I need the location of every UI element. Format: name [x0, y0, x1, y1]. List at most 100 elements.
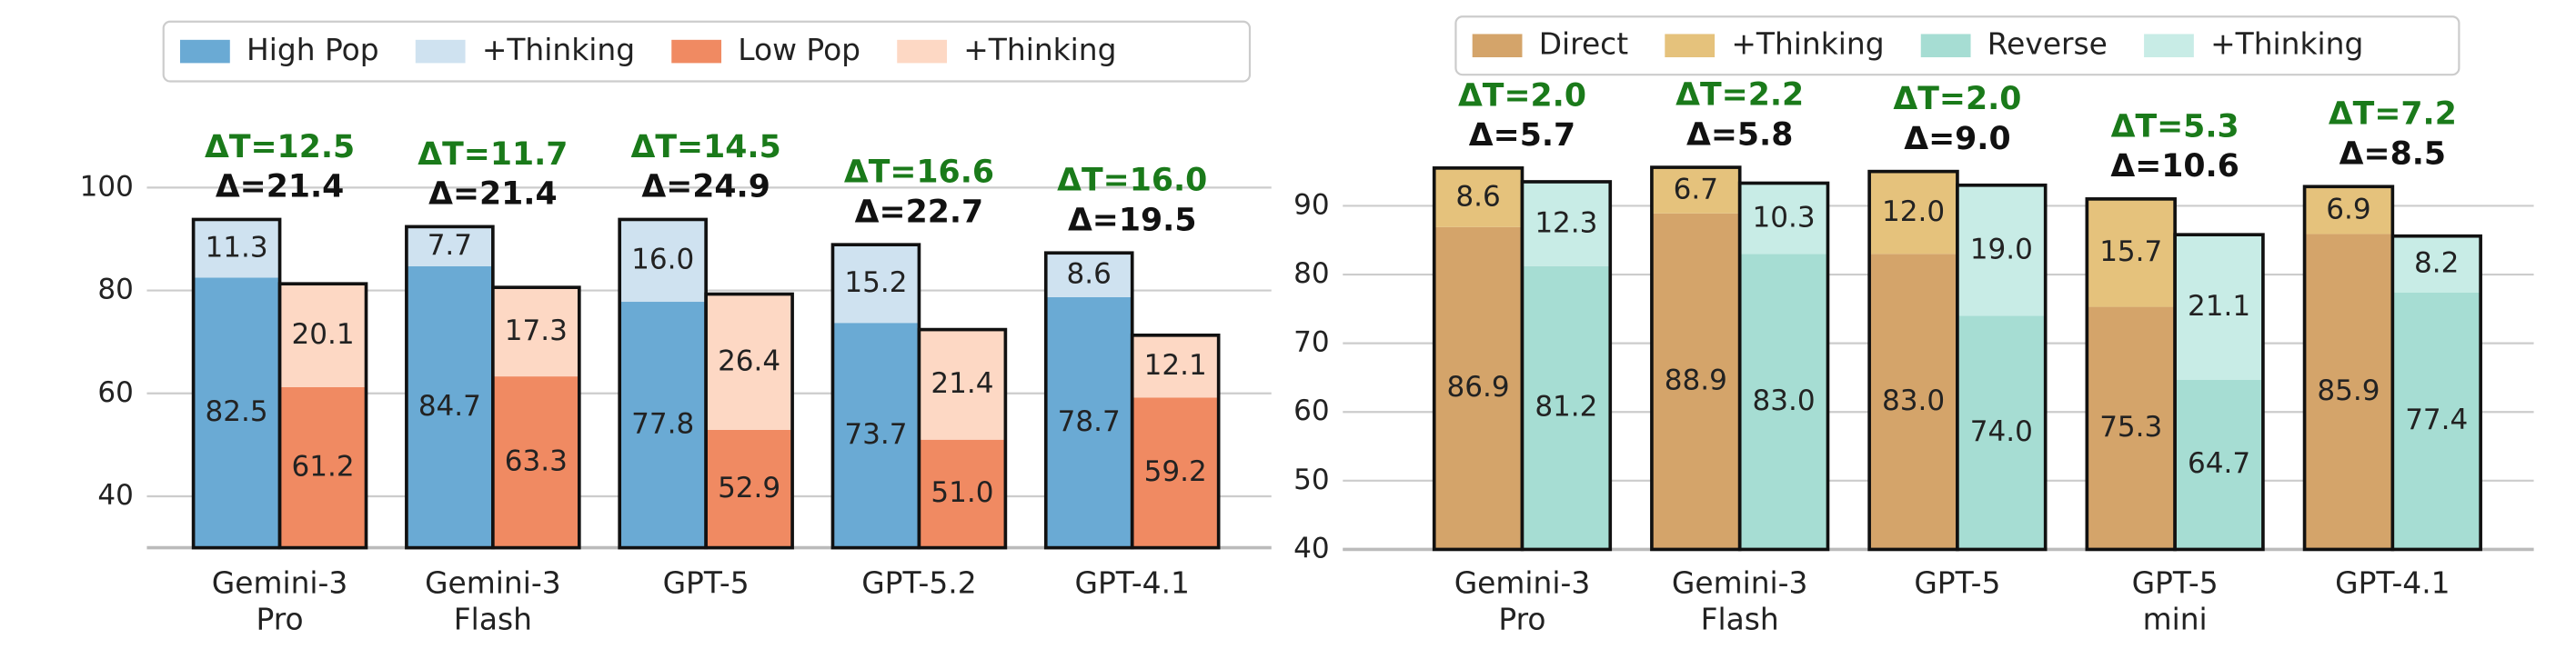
x-tick-label: GPT-5: [2132, 564, 2219, 600]
legend-label: +Thinking: [482, 32, 635, 67]
bar-segment: [1522, 265, 1611, 550]
bar-segment: [1045, 296, 1132, 548]
value-label: 83.0: [1882, 384, 1945, 417]
value-label: 74.0: [1970, 415, 2033, 448]
x-tick-label: GPT-5: [663, 564, 750, 600]
bar-outline: [704, 292, 794, 550]
bar-outline: [917, 327, 1008, 550]
bar-segment: [2392, 235, 2481, 293]
legend-label: +Thinking: [963, 32, 1116, 67]
delta-thinking: ΔT=16.6: [844, 155, 994, 191]
y-tick-label: 60: [97, 376, 134, 409]
bar-outline: [1956, 183, 2048, 552]
value-label: 19.0: [1970, 234, 2033, 266]
value-label: 17.3: [505, 315, 568, 347]
value-label: 12.3: [1535, 206, 1597, 239]
legend-label: +Thinking: [2210, 26, 2363, 62]
legend-swatch: [180, 39, 230, 64]
value-label: 12.0: [1882, 195, 1945, 228]
y-tick-label: 90: [1293, 188, 1330, 221]
bar-segment: [706, 429, 793, 548]
legend-swatch: [671, 39, 722, 64]
value-label: 6.7: [1674, 173, 1718, 205]
x-tick-label: Flash: [454, 601, 532, 636]
y-tick-label: 50: [1293, 464, 1330, 496]
value-label: 77.8: [631, 407, 694, 440]
value-label: 8.2: [2414, 247, 2459, 280]
bar-segment: [1869, 254, 1957, 550]
value-label: 78.7: [1058, 405, 1121, 438]
bar-segment: [1957, 315, 2046, 550]
value-label: 52.9: [718, 472, 780, 504]
legend-label: Direct: [1539, 26, 1629, 62]
bar-segment: [2087, 198, 2176, 307]
delta: Δ=22.7: [855, 194, 983, 230]
delta: Δ=10.6: [2110, 148, 2239, 185]
value-label: 85.9: [2317, 374, 2380, 407]
delta-thinking: ΔT=2.0: [1893, 81, 2021, 117]
bar-segment: [406, 265, 493, 548]
delta: Δ=24.9: [641, 169, 770, 205]
legend-swatch: [897, 39, 948, 64]
bar-outline: [2390, 234, 2482, 552]
bar-segment: [919, 439, 1006, 548]
value-label: 82.5: [206, 395, 268, 428]
bar-segment: [279, 284, 367, 387]
value-label: 88.9: [1665, 364, 1727, 397]
delta-thinking: ΔT=12.5: [205, 129, 355, 165]
value-label: 75.3: [2099, 411, 2162, 444]
legend-swatch: [1920, 34, 1971, 57]
y-tick-label: 80: [1293, 257, 1330, 290]
value-label: 84.7: [418, 390, 481, 423]
y-tick-label: 60: [1293, 394, 1330, 427]
x-tick-label: GPT-5: [1914, 564, 2000, 600]
x-tick-label: Gemini-3: [1454, 564, 1591, 600]
value-label: 12.1: [1144, 349, 1207, 382]
bar-segment: [406, 226, 493, 266]
x-tick-label: Gemini-3: [425, 564, 561, 600]
bar-segment: [492, 287, 579, 377]
y-tick-label: 80: [97, 274, 134, 306]
value-label: 16.0: [631, 244, 694, 276]
value-label: 21.1: [2188, 290, 2250, 323]
bar-segment: [1132, 397, 1219, 548]
x-tick-label: Pro: [256, 601, 303, 636]
bar-segment: [193, 277, 280, 548]
bar-segment: [2087, 306, 2176, 550]
legend-label: High Pop: [247, 32, 379, 67]
delta: Δ=21.4: [428, 176, 558, 213]
value-label: 83.0: [1753, 384, 1816, 417]
value-label: 15.2: [844, 266, 907, 299]
legend-label: +Thinking: [1731, 26, 1884, 62]
bar-segment: [2304, 234, 2393, 550]
value-label: 73.7: [844, 418, 907, 451]
bar-segment: [492, 376, 579, 548]
bar-segment: [619, 302, 707, 548]
bar-segment: [1739, 254, 1828, 550]
x-tick-label: GPT-4.1: [1074, 564, 1189, 600]
bar-segment: [1132, 334, 1219, 398]
delta: Δ=9.0: [1904, 121, 2010, 157]
y-tick-label: 40: [97, 479, 134, 512]
bar-segment: [193, 219, 280, 278]
delta-thinking: ΔT=14.5: [631, 129, 781, 165]
bar-segment: [832, 323, 920, 548]
legend-swatch: [415, 39, 466, 64]
value-label: 8.6: [1067, 258, 1112, 291]
legend-swatch: [1472, 34, 1523, 57]
x-tick-label: Gemini-3: [212, 564, 348, 600]
bar-outline: [277, 282, 368, 550]
bar-segment: [2175, 379, 2263, 550]
delta: Δ=19.5: [1068, 203, 1197, 239]
value-label: 59.2: [1144, 455, 1207, 488]
value-label: 63.3: [505, 444, 568, 477]
bar-segment: [619, 219, 707, 303]
delta-thinking: ΔT=2.2: [1675, 77, 1804, 114]
value-label: 20.1: [291, 318, 354, 351]
y-tick-label: 100: [80, 170, 134, 203]
delta-thinking: ΔT=7.2: [2329, 96, 2457, 133]
delta-thinking: ΔT=2.0: [1458, 77, 1586, 114]
bar-segment: [2392, 292, 2481, 550]
legend-swatch: [2144, 34, 2194, 57]
